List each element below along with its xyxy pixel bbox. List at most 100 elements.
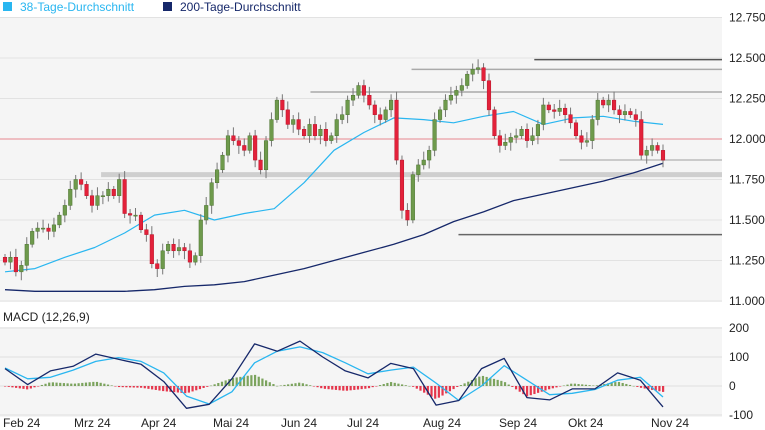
- price-tick-label: 12.750: [729, 11, 765, 25]
- macd-hist-bar-positive: [95, 381, 99, 386]
- x-tick-label: Okt 24: [568, 416, 604, 430]
- macd-tick-label: -100: [729, 408, 753, 422]
- macd-hist-bar-negative: [555, 386, 558, 388]
- macd-hist-bar-negative: [448, 386, 451, 392]
- macd-hist-bar-positive: [298, 382, 301, 386]
- macd-hist-bar-negative: [441, 386, 444, 396]
- macd-hist-bar-negative: [121, 386, 124, 388]
- candle-down: [236, 140, 241, 146]
- macd-hist-bar-positive: [55, 382, 58, 386]
- macd-hist-bar-negative: [423, 386, 426, 393]
- macd-hist-bar-negative: [518, 386, 521, 392]
- macd-hist-bar-negative: [184, 386, 187, 394]
- macd-hist-bar-negative: [162, 386, 165, 392]
- macd-hist-bar-negative: [180, 386, 183, 393]
- candle-down: [573, 122, 579, 137]
- candle-up: [8, 257, 13, 263]
- candle-up: [476, 67, 481, 70]
- candle-up: [209, 182, 214, 206]
- candle-up: [519, 129, 524, 137]
- price-tick-label: 11.500: [729, 213, 765, 227]
- macd-hist-bar-positive: [224, 380, 227, 386]
- candle-down: [486, 80, 492, 111]
- candle-down: [242, 145, 247, 151]
- macd-axis: 200 100 0 -100: [729, 321, 753, 422]
- candle-down: [399, 159, 405, 211]
- candle-down: [378, 114, 383, 120]
- macd-hist-bar-negative: [364, 386, 367, 389]
- macd-hist-bar-positive: [408, 385, 411, 387]
- macd-hist-bar-negative: [15, 386, 18, 388]
- candle-down: [524, 129, 530, 141]
- candle-down: [563, 107, 568, 115]
- macd-hist-bar-positive: [397, 383, 400, 386]
- candle-down: [639, 119, 644, 156]
- macd-hist-bar-negative: [18, 386, 21, 389]
- candle-down: [617, 109, 622, 115]
- macd-hist-bar-positive: [305, 384, 308, 386]
- candle-down: [128, 213, 133, 216]
- candle-down: [149, 234, 154, 264]
- candle-down: [481, 67, 486, 81]
- candle-up: [133, 214, 138, 217]
- candle-up: [198, 219, 203, 256]
- macd-hist-bar-positive: [99, 382, 102, 386]
- candle-up: [345, 99, 350, 115]
- macd-hist-bar-negative: [128, 386, 132, 388]
- macd-hist-bar-negative: [195, 386, 198, 391]
- candle-up: [220, 154, 225, 171]
- candle-down: [84, 184, 89, 196]
- macd-hist-bar-negative: [4, 386, 7, 387]
- macd-hist-bar-positive: [59, 382, 62, 386]
- macd-hist-bar-negative: [452, 386, 455, 390]
- macd-hist-bar-negative: [437, 386, 440, 398]
- macd-hist-bar-positive: [301, 383, 304, 386]
- macd-hist-bar-positive: [503, 382, 507, 386]
- macd-hist-bar-negative: [434, 386, 437, 399]
- macd-hist-bar-negative: [529, 386, 532, 396]
- x-tick-label: Sep 24: [499, 416, 537, 430]
- candle-down: [13, 257, 18, 273]
- macd-hist-bar-negative: [316, 386, 319, 388]
- macd-hist-bar-positive: [378, 385, 382, 386]
- macd-hist-bar-negative: [334, 386, 338, 390]
- macd-hist-bar-positive: [283, 384, 286, 386]
- price-axis: 12.750 12.500 12.250 12.000 11.750 11.500 11.2…: [729, 11, 765, 309]
- candle-up: [95, 195, 100, 206]
- macd-hist-bar-positive: [617, 381, 621, 386]
- candle-down: [655, 145, 660, 151]
- candle-up: [19, 265, 24, 273]
- macd-hist-bar-negative: [323, 386, 327, 389]
- macd-hist-bar-negative: [117, 386, 121, 388]
- candle-up: [410, 174, 415, 221]
- macd-lines: [4, 340, 664, 409]
- candle-up: [160, 250, 165, 269]
- macd-hist-bar-negative: [202, 386, 205, 388]
- candle-down: [122, 179, 127, 214]
- macd-hist-bar-negative: [349, 386, 352, 391]
- candle-down: [612, 99, 617, 111]
- candle-up: [334, 119, 339, 137]
- candle-up: [193, 255, 198, 263]
- macd-hist-bar-negative: [198, 386, 202, 390]
- x-tick-label: Nov 24: [651, 416, 689, 430]
- x-axis: Feb 24 Mrz 24 Apr 24 Mai 24 Jun 24 Jul 24 Aug …: [3, 416, 689, 430]
- candle-up: [503, 141, 508, 146]
- macd-hist-bar-positive: [507, 384, 510, 386]
- candle-up: [541, 104, 546, 125]
- macd-hist-bar-positive: [463, 383, 466, 386]
- candle-up: [389, 99, 394, 111]
- candle-up: [383, 109, 388, 120]
- macd-hist-bar-negative: [371, 386, 374, 388]
- candle-down: [280, 99, 285, 111]
- macd-hist-bar-positive: [632, 385, 635, 387]
- macd-hist-bar-positive: [40, 384, 43, 386]
- candle-down: [155, 263, 160, 269]
- candle-up: [30, 231, 35, 245]
- x-tick-label: Mrz 24: [74, 416, 111, 430]
- macd-hist-bar-positive: [577, 384, 580, 386]
- candle-down: [79, 179, 84, 185]
- candle-down: [258, 159, 263, 171]
- macd-tick-label: 0: [729, 379, 736, 393]
